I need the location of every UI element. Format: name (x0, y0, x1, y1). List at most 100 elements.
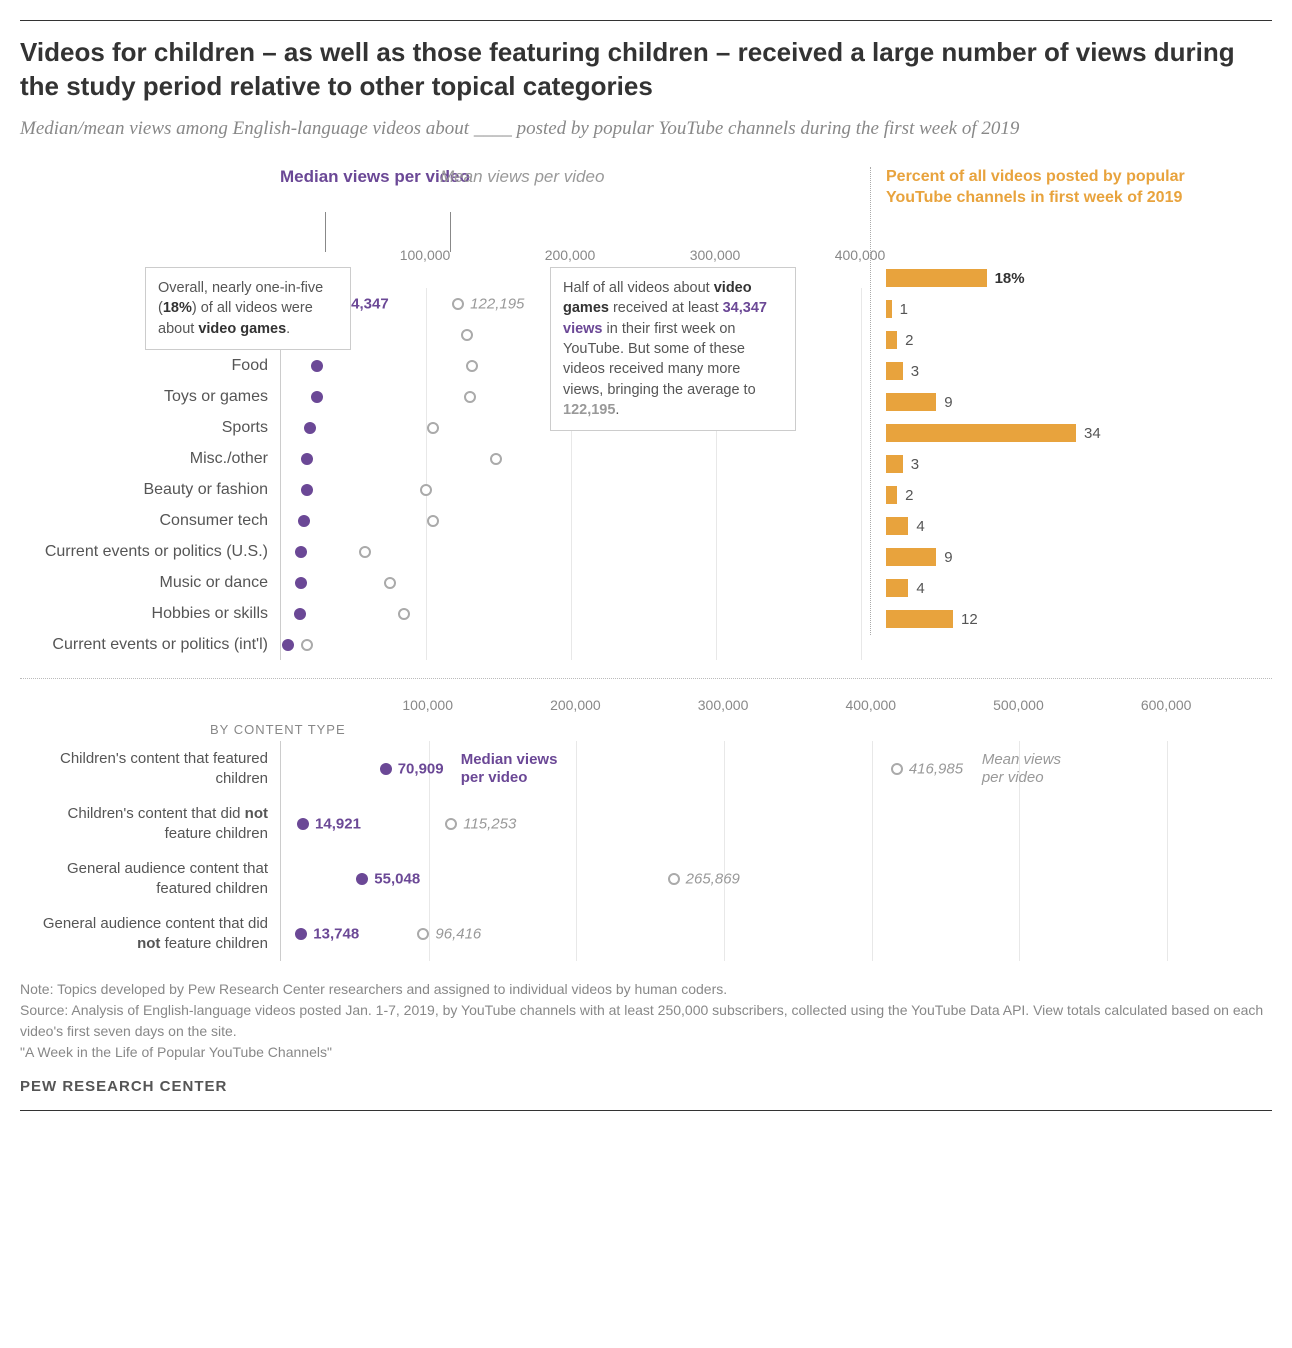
percent-bar (886, 331, 897, 349)
percent-bar (886, 393, 936, 411)
percent-label: 9 (944, 549, 952, 566)
annotation-left: Half of all videos about video games rec… (550, 267, 796, 431)
content-type-row: General audience content that did not fe… (20, 906, 1272, 961)
topic-label: Beauty or fashion (20, 481, 280, 499)
mean-dot (420, 484, 432, 496)
topic-label: Current events or politics (int'l) (20, 636, 280, 654)
percent-row: 2 (886, 480, 1226, 511)
percent-label: 3 (911, 363, 919, 380)
content-type-label: General audience content that featured c… (20, 859, 280, 898)
topic-label: Current events or politics (U.S.) (20, 543, 280, 561)
mean-dot (384, 577, 396, 589)
percent-bar (886, 362, 903, 380)
percent-label: 2 (905, 332, 913, 349)
content-type-label: Children's content that did not feature … (20, 804, 280, 843)
percent-label: 9 (944, 394, 952, 411)
percent-bar (886, 548, 936, 566)
content-type-row: Children's content that did not feature … (20, 796, 1272, 851)
mean-value-label: 122,195 (470, 295, 524, 312)
mean-value-label: 416,985 (909, 760, 963, 777)
percent-label: 18% (995, 270, 1025, 287)
percent-row: 9 (886, 387, 1226, 418)
median-dot (301, 453, 313, 465)
median-dot (380, 763, 392, 775)
median-dot (304, 422, 316, 434)
mean-dot (452, 298, 464, 310)
topic-label: Hobbies or skills (20, 605, 280, 623)
percent-row: 4 (886, 511, 1226, 542)
chart-subtitle: Median/mean views among English-language… (20, 116, 1272, 143)
bottom-axis: 100,000200,000300,000400,000500,000600,0… (280, 697, 1272, 722)
percent-bar (886, 610, 953, 628)
mean-dot (490, 453, 502, 465)
top-axis: 100,000200,000300,000400,000 (280, 247, 870, 269)
percent-row: 18% (886, 263, 1226, 294)
topic-label: Food (20, 357, 280, 375)
percent-bar (886, 517, 908, 535)
topic-row: Consumer tech (20, 505, 870, 536)
top-right-chart: Percent of all videos posted by popular … (870, 167, 1226, 635)
mean-dot (445, 818, 457, 830)
median-dot (295, 546, 307, 558)
percent-row: 3 (886, 449, 1226, 480)
mean-value-label: 115,253 (463, 815, 516, 832)
percent-row: 12 (886, 604, 1226, 635)
percent-row: 9 (886, 542, 1226, 573)
percent-bar (886, 424, 1076, 442)
percent-legend: Percent of all videos posted by popular … (886, 167, 1226, 209)
percent-bar (886, 455, 903, 473)
median-dot (356, 873, 368, 885)
chart-title: Videos for children – as well as those f… (20, 36, 1272, 104)
median-dot (298, 515, 310, 527)
percent-bar (886, 579, 908, 597)
topic-label: Consumer tech (20, 512, 280, 530)
median-value-label: 14,921 (315, 815, 361, 832)
mean-dot (398, 608, 410, 620)
percent-label: 34 (1084, 425, 1101, 442)
mean-dot (464, 391, 476, 403)
median-dot (311, 391, 323, 403)
topic-label: Misc./other (20, 450, 280, 468)
mean-dot (668, 873, 680, 885)
mean-legend: Mean views per video (440, 167, 604, 187)
annotation-right: Overall, nearly one-in-five (18%) of all… (145, 267, 351, 350)
median-dot (311, 360, 323, 372)
mean-dot (359, 546, 371, 558)
median-dot (301, 484, 313, 496)
median-value-label: 55,048 (374, 870, 420, 887)
topic-row: Hobbies or skills (20, 598, 870, 629)
org-name: PEW RESEARCH CENTER (20, 1078, 1272, 1095)
bottom-chart: 100,000200,000300,000400,000500,000600,0… (20, 697, 1272, 961)
topic-label: Music or dance (20, 574, 280, 592)
mean-dot (461, 329, 473, 341)
percent-row: 1 (886, 294, 1226, 325)
mean-dot (417, 928, 429, 940)
content-type-row: Children's content that featured childre… (20, 741, 1272, 796)
topic-row: Beauty or fashion (20, 474, 870, 505)
mean-value-label: 265,869 (686, 870, 740, 887)
mean-value-label: 96,416 (435, 925, 481, 942)
topic-label: Sports (20, 419, 280, 437)
divider (20, 678, 1272, 679)
median-dot (295, 928, 307, 940)
footer-source: Source: Analysis of English-language vid… (20, 1000, 1272, 1042)
percent-bar (886, 486, 897, 504)
percent-label: 1 (900, 301, 908, 318)
mean-dot (301, 639, 313, 651)
mean-dot (891, 763, 903, 775)
median-dot (282, 639, 294, 651)
percent-label: 4 (916, 518, 924, 535)
median-value-label: 13,748 (313, 925, 359, 942)
mean-dot (466, 360, 478, 372)
inline-median-legend: Median viewsper video (461, 751, 558, 787)
topic-row: Current events or politics (int'l) (20, 629, 870, 660)
median-value-label: 70,909 (398, 760, 444, 777)
footer-notes: Note: Topics developed by Pew Research C… (20, 979, 1272, 1063)
mean-dot (427, 422, 439, 434)
topic-row: Music or dance (20, 567, 870, 598)
percent-label: 3 (911, 456, 919, 473)
median-dot (295, 577, 307, 589)
top-left-chart: Median views per video Mean views per vi… (20, 167, 870, 660)
median-dot (297, 818, 309, 830)
inline-mean-legend: Mean viewsper video (982, 751, 1061, 787)
